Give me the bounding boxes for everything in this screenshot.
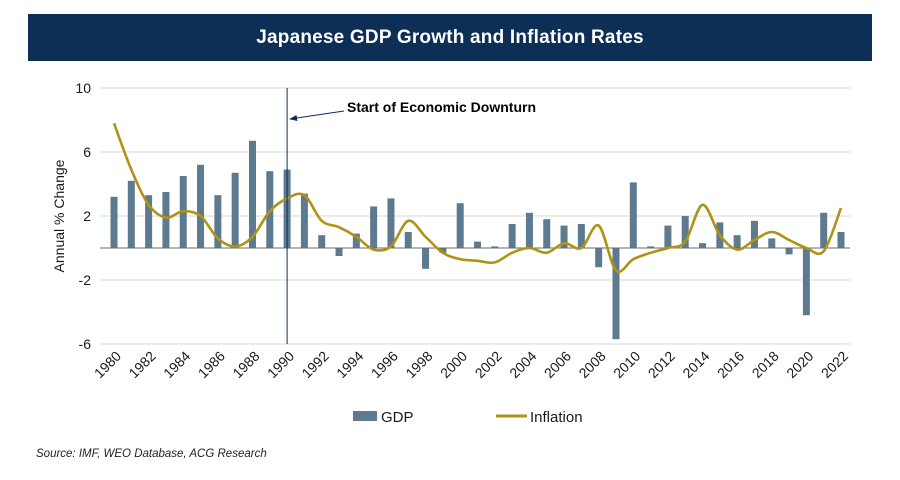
x-tick-label: 1998 [402, 348, 435, 381]
gdp-bar [422, 248, 430, 269]
x-tick-label: 2004 [506, 348, 539, 381]
y-tick-label: 10 [75, 80, 91, 96]
x-tick-label: 2008 [575, 348, 608, 381]
gridlines [100, 87, 850, 345]
gdp-bar [802, 248, 810, 316]
gdp-bar [525, 212, 533, 248]
gdp-bar [820, 212, 828, 248]
y-tick-labels: -6 -2 2 6 10 [75, 80, 91, 352]
x-tick-label: 1988 [229, 348, 262, 381]
gdp-bar [474, 241, 481, 248]
legend-inflation-label: Inflation [530, 409, 583, 426]
y-tick-label: 2 [83, 208, 91, 224]
gdp-bar [733, 235, 741, 248]
gdp-bar [197, 164, 205, 248]
y-axis-title: Annual % Change [51, 159, 67, 272]
gdp-bar [543, 219, 551, 248]
gdp-bar [110, 196, 118, 248]
x-tick-label: 2018 [749, 348, 782, 381]
y-tick-label: -2 [79, 272, 92, 288]
gdp-bar [491, 246, 499, 248]
gdp-bar [231, 172, 239, 248]
gdp-bar [162, 192, 170, 248]
gdp-bar [404, 232, 412, 248]
gdp-bar [335, 248, 343, 256]
legend: GDP Inflation [353, 409, 583, 426]
gdp-bar [647, 246, 655, 248]
annotation-label: Start of Economic Downturn [347, 99, 536, 115]
x-tick-label: 1986 [195, 348, 228, 381]
x-tick-label: 1984 [160, 348, 193, 381]
x-tick-label: 2002 [472, 348, 505, 381]
gdp-bar [768, 238, 776, 248]
x-tick-label: 1980 [91, 348, 124, 381]
x-tick-label: 1992 [298, 348, 331, 381]
x-tick-label: 1990 [264, 348, 297, 381]
x-tick-label: 2012 [645, 348, 678, 381]
gdp-bar [699, 243, 707, 248]
x-tick-label: 2000 [437, 348, 470, 381]
x-tick-labels: 1980 1982 1984 1986 1988 1990 1992 1994 1996 1998… [91, 348, 851, 381]
legend-gdp-label: GDP [381, 409, 414, 426]
gdp-bar [456, 203, 464, 248]
x-tick-label: 2014 [679, 348, 712, 381]
gdp-bar [352, 233, 360, 248]
gdp-bar [508, 224, 516, 248]
gdp-bar [300, 193, 308, 248]
gdp-bar [560, 225, 568, 248]
annotation-arrow [289, 110, 345, 121]
inflation-line [112, 122, 843, 273]
annotation: Start of Economic Downturn [286, 88, 536, 344]
source-note: Source: IMF, WEO Database, ACG Research [36, 448, 267, 460]
gdp-bar [629, 182, 637, 248]
x-tick-label: 2022 [818, 348, 851, 381]
y-tick-label: 6 [83, 144, 91, 160]
gdp-bar [248, 140, 256, 248]
gdp-bar [595, 248, 603, 268]
y-tick-label: -6 [79, 336, 92, 352]
gdp-bar [214, 195, 222, 248]
x-tick-label: 2016 [714, 348, 747, 381]
x-tick-label: 2020 [783, 348, 816, 381]
x-tick-label: 1994 [333, 348, 366, 381]
gdp-bar [127, 180, 135, 248]
gdp-bar [837, 232, 845, 248]
legend-gdp-swatch [353, 411, 377, 421]
gdp-bar [612, 248, 620, 340]
gdp-bar [785, 248, 793, 255]
gdp-bar [577, 224, 585, 248]
x-tick-label: 1996 [368, 348, 401, 381]
gdp-bar [750, 220, 758, 248]
gdp-bar [318, 235, 326, 248]
gdp-bar [439, 248, 447, 253]
x-tick-label: 1982 [125, 348, 158, 381]
gdp-bar [387, 198, 395, 248]
gdp-bar [370, 206, 378, 248]
gdp-bar [681, 216, 689, 248]
x-tick-label: 2006 [541, 348, 574, 381]
gdp-bar [664, 225, 672, 248]
gdp-bar [145, 195, 153, 248]
x-tick-label: 2010 [610, 348, 643, 381]
chart-title: Japanese GDP Growth and Inflation Rates [28, 14, 872, 61]
